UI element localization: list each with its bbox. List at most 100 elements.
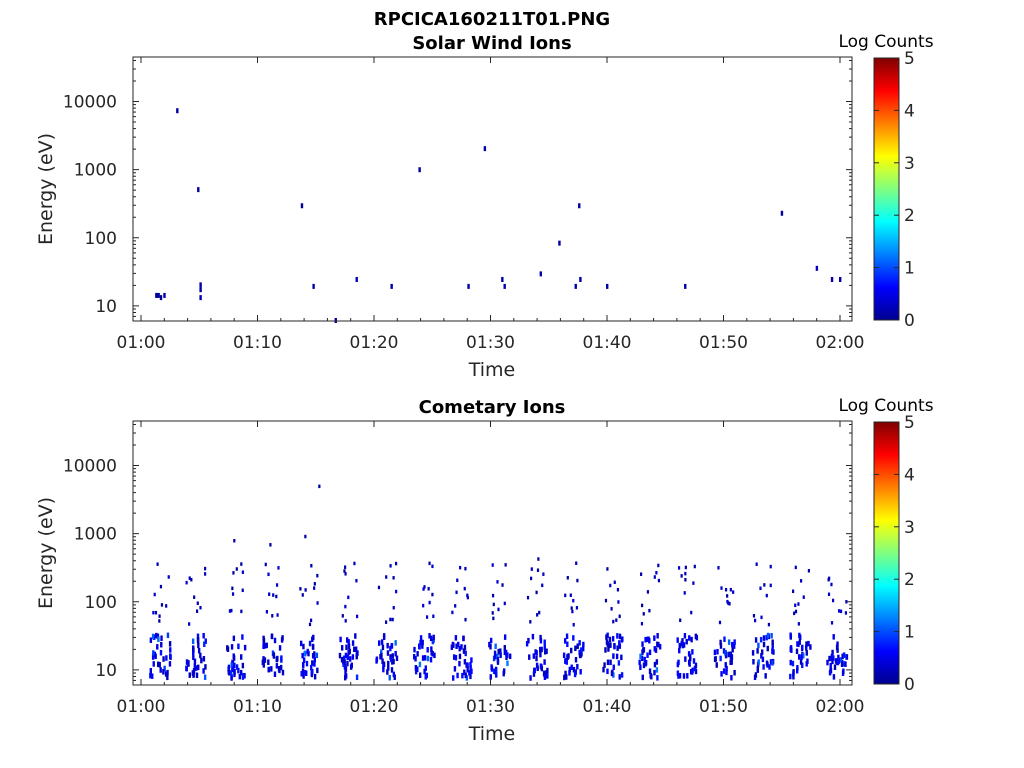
data-cell: [496, 580, 499, 584]
data-cell: [833, 664, 837, 670]
data-cell: [151, 673, 154, 679]
data-cell: [355, 614, 359, 619]
data-cell: [538, 610, 541, 615]
data-cell: [543, 639, 546, 646]
data-cell: [429, 656, 433, 663]
x-tick-label: 01:40: [583, 697, 632, 717]
data-cell: [344, 652, 348, 659]
axes-cometary: 01:00 01:10 01:20 01:30 01:40 01:50 02:00 10 100…: [63, 421, 865, 717]
data-cell: [609, 659, 612, 666]
data-cell: [771, 643, 774, 649]
data-cell: [530, 567, 533, 571]
data-cell: [805, 644, 808, 651]
data-cell: [543, 649, 547, 655]
data-cell: [241, 634, 244, 640]
data-cell: [503, 601, 506, 606]
data-cell: [620, 654, 623, 661]
data-cell: [196, 601, 199, 605]
data-cell: [494, 668, 497, 675]
data-cell: [684, 571, 687, 576]
data-cell: [575, 561, 578, 565]
data-cell: [576, 663, 579, 670]
data-cell: [566, 654, 569, 660]
data-cell: [467, 283, 470, 289]
data-cell: [726, 599, 729, 604]
data-cell: [241, 588, 244, 593]
data-cell: [789, 645, 793, 651]
data-cell: [496, 657, 500, 663]
xlabel-solar-wind: Time: [468, 359, 516, 381]
data-cell: [492, 602, 495, 607]
data-cell: [727, 651, 731, 658]
data-cell: [608, 642, 611, 649]
data-cell: [642, 662, 646, 669]
data-cell: [377, 585, 381, 590]
data-cell: [426, 655, 430, 662]
data-cell: [613, 643, 616, 649]
data-cell: [346, 654, 349, 661]
data-cell: [569, 593, 572, 597]
data-cell: [539, 271, 542, 277]
data-cell: [801, 662, 804, 669]
data-cell: [464, 672, 467, 679]
data-cell: [387, 660, 390, 667]
data-cell: [423, 585, 426, 589]
data-cell: [387, 665, 390, 671]
data-cell: [418, 167, 421, 173]
data-cell: [240, 562, 243, 566]
data-cell: [432, 634, 435, 641]
data-cell: [386, 642, 389, 649]
data-cell: [657, 578, 661, 583]
data-cell: [656, 641, 659, 648]
data-cell: [262, 643, 265, 650]
data-cell: [153, 592, 156, 597]
data-cell: [241, 570, 244, 574]
data-cell: [830, 582, 833, 587]
data-cell: [168, 661, 172, 667]
data-cell: [769, 659, 773, 665]
data-cell: [188, 672, 191, 678]
data-cell: [568, 666, 572, 673]
data-cell: [167, 575, 170, 579]
data-cell: [842, 668, 845, 674]
data-cell: [573, 671, 577, 678]
data-cell: [528, 654, 531, 660]
data-cell: [202, 632, 205, 639]
data-cell: [566, 576, 569, 580]
data-cell: [305, 670, 308, 677]
data-cell: [640, 603, 644, 608]
data-cell: [347, 595, 350, 600]
data-cell: [299, 640, 303, 647]
data-cell: [392, 671, 396, 678]
data-cell: [491, 611, 494, 615]
data-cell: [235, 664, 239, 670]
data-cell: [686, 673, 689, 679]
data-cell: [351, 654, 355, 660]
data-cell: [752, 659, 755, 665]
data-cell: [722, 648, 726, 654]
data-cell: [539, 651, 542, 658]
data-cell: [343, 664, 347, 670]
data-cell: [730, 654, 734, 660]
data-cell: [799, 579, 803, 583]
data-cell: [644, 636, 647, 643]
data-cell: [609, 642, 612, 648]
data-cell: [540, 646, 543, 653]
data-cell: [807, 640, 810, 647]
data-cell: [620, 672, 624, 678]
data-cell: [543, 659, 546, 665]
data-cell: [157, 636, 160, 643]
data-cell: [432, 614, 435, 618]
data-cell: [344, 669, 347, 675]
data-cell: [194, 665, 198, 671]
data-cell: [264, 562, 267, 567]
data-cell: [199, 295, 202, 301]
colorbar-gradient: [873, 421, 900, 685]
data-cell: [265, 642, 268, 649]
data-cell: [390, 283, 393, 289]
data-cell: [603, 662, 606, 668]
data-cell: [640, 621, 644, 626]
data-cell: [653, 635, 656, 641]
panel-title-cometary: Cometary Ions: [419, 397, 566, 418]
data-cell: [160, 641, 163, 648]
